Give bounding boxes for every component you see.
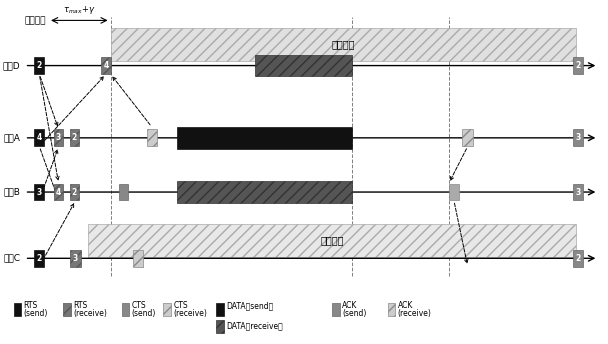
Text: (send): (send) xyxy=(131,309,156,318)
Bar xyxy=(34,57,44,74)
Bar xyxy=(573,129,583,146)
Bar xyxy=(119,184,128,201)
Text: 发送队列: 发送队列 xyxy=(24,16,46,25)
Bar xyxy=(216,320,224,333)
Bar xyxy=(573,57,583,74)
Text: 节点D: 节点D xyxy=(3,61,21,70)
Bar xyxy=(34,250,44,267)
Text: 2: 2 xyxy=(576,61,581,70)
Text: CTS: CTS xyxy=(173,301,188,310)
Text: 3: 3 xyxy=(56,133,61,142)
Text: $\tau_{max}$+$\gamma$: $\tau_{max}$+$\gamma$ xyxy=(63,3,95,15)
Bar xyxy=(63,303,71,316)
Text: RTS: RTS xyxy=(24,301,38,310)
Bar xyxy=(54,129,63,146)
Bar xyxy=(34,184,44,201)
Bar xyxy=(101,57,111,74)
Bar xyxy=(332,303,340,316)
Text: 2: 2 xyxy=(576,254,581,263)
Text: 节点B: 节点B xyxy=(4,187,21,196)
Bar xyxy=(111,28,576,61)
Bar xyxy=(71,184,78,201)
Bar xyxy=(163,303,171,316)
Text: DATA（receive）: DATA（receive） xyxy=(226,322,283,331)
Bar xyxy=(463,129,473,146)
Bar xyxy=(573,250,583,267)
Bar xyxy=(13,303,21,316)
Text: 节点A: 节点A xyxy=(4,133,21,142)
Text: (receive): (receive) xyxy=(398,309,432,318)
Bar xyxy=(177,127,351,149)
Text: 节点C: 节点C xyxy=(4,254,21,263)
Bar xyxy=(54,184,63,201)
Text: 3: 3 xyxy=(73,254,78,263)
Text: 2: 2 xyxy=(36,254,42,263)
Bar xyxy=(34,129,44,146)
Bar xyxy=(255,55,351,76)
Bar xyxy=(122,303,130,316)
Text: DATA（send）: DATA（send） xyxy=(226,301,273,310)
Bar xyxy=(449,184,459,201)
Text: 4: 4 xyxy=(56,187,61,196)
Text: (send): (send) xyxy=(24,309,48,318)
Text: CTS: CTS xyxy=(131,301,146,310)
Bar xyxy=(573,184,583,201)
Text: 3: 3 xyxy=(576,133,581,142)
Text: (receive): (receive) xyxy=(173,309,207,318)
Text: 2: 2 xyxy=(72,187,77,196)
Text: 4: 4 xyxy=(103,61,109,70)
Text: (send): (send) xyxy=(342,309,367,318)
Text: 延迟发送: 延迟发送 xyxy=(331,40,355,50)
Bar xyxy=(133,250,143,267)
Text: (receive): (receive) xyxy=(74,309,107,318)
Bar xyxy=(88,224,576,257)
Text: ACK: ACK xyxy=(398,301,413,310)
Bar xyxy=(71,129,78,146)
Text: 延迟发送: 延迟发送 xyxy=(320,235,344,245)
Bar xyxy=(216,303,224,316)
Text: 2: 2 xyxy=(36,61,42,70)
Text: ACK: ACK xyxy=(342,301,358,310)
Text: 2: 2 xyxy=(72,133,77,142)
Text: 4: 4 xyxy=(36,133,42,142)
Bar xyxy=(388,303,395,316)
Text: 3: 3 xyxy=(36,187,42,196)
Text: 3: 3 xyxy=(576,187,581,196)
Bar xyxy=(71,250,81,267)
Text: RTS: RTS xyxy=(74,301,88,310)
Bar xyxy=(147,129,157,146)
Bar xyxy=(177,181,351,203)
